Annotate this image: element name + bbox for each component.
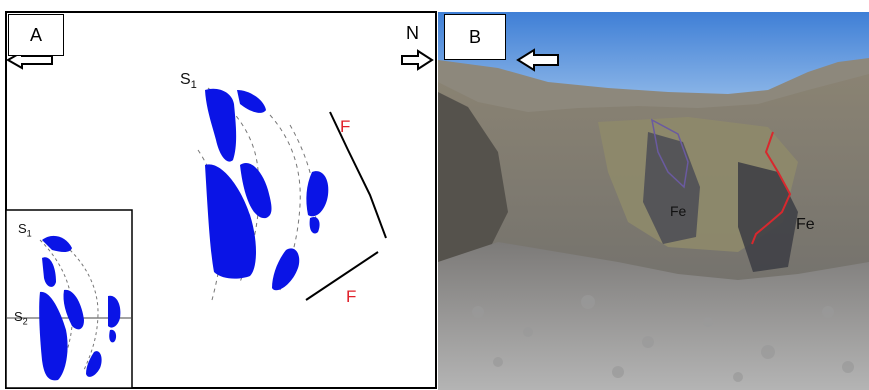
scree-texture (472, 295, 854, 382)
panel-a-frame (5, 11, 437, 389)
fault-lines (305, 111, 387, 301)
panel-b-label-text: B (468, 26, 481, 47)
inset-layer-s1-label: S1 (18, 221, 32, 239)
ore-zone-left (643, 132, 700, 244)
panel-b-label: B (444, 14, 506, 60)
fault-trace-photo (751, 131, 792, 245)
layer-s1-label: S1 (180, 71, 197, 92)
north-label: N (406, 23, 419, 43)
ore-bodies-main (205, 88, 329, 291)
ore-outline (650, 118, 689, 189)
north-arrow-icon (401, 49, 434, 71)
inset-layer-s2-label: S2 (14, 309, 28, 327)
panel-a-drawing (5, 11, 437, 389)
photo-direction-arrow-icon (516, 48, 559, 72)
panel-a-label-text: A (29, 24, 42, 45)
ore-label-right: Fe (796, 216, 815, 233)
fault-label-lower: F (346, 287, 357, 306)
ore-label-left: Fe (670, 203, 687, 219)
fault-label-upper: F (340, 117, 351, 136)
panel-a-label: A (8, 14, 64, 56)
ore-zone-right (738, 162, 798, 272)
ore-bodies-inset (39, 235, 121, 381)
panel-b-photo-drawing (438, 12, 869, 390)
panel-b-photo: B Fe Fe (438, 12, 869, 390)
left-outcrop (438, 92, 508, 292)
panel-a-sketch: A N S1 F F S1 S2 (5, 11, 437, 389)
